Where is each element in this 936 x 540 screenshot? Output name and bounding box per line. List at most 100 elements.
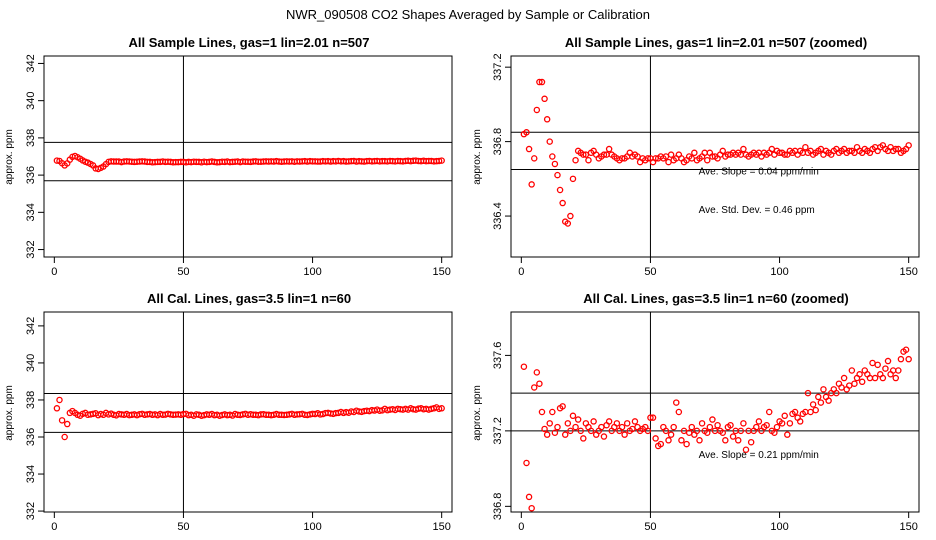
panel-4-data-point — [536, 380, 543, 387]
panel-1-data-point — [435, 157, 443, 165]
panel-4-data-point — [786, 420, 794, 427]
panel-4-data-point — [657, 440, 665, 448]
panel-2-xtick-label: 150 — [899, 266, 917, 278]
panel-3-points — [53, 396, 445, 441]
panel-2-data-point — [525, 145, 533, 153]
panel-4-data-point — [714, 421, 721, 429]
panel-2-data-point — [559, 199, 566, 207]
panel-4-data-point — [895, 367, 902, 374]
panel-4-data-point — [667, 431, 675, 438]
panel-1-ytick-label: 340 — [25, 91, 37, 109]
panel-4-data-point — [848, 367, 856, 374]
panel-2-points — [520, 78, 912, 227]
panel-4-data-point — [704, 429, 711, 437]
panel-4-data-point — [729, 433, 737, 440]
panel-4-ylabel: approx. ppm — [472, 385, 483, 441]
panel-2-data-point — [667, 151, 675, 158]
panel-2-data-point — [781, 151, 788, 158]
panel-4-data-point — [665, 437, 672, 444]
panel-3-data-point — [61, 433, 68, 441]
panel-4-data-point — [569, 412, 577, 420]
panel-4-data-point — [781, 412, 788, 420]
panel-2-data-point — [580, 151, 587, 158]
panel-4-ytick-label: 337.6 — [492, 342, 504, 370]
panel-4-data-point — [719, 429, 726, 437]
panel-2-data-point — [546, 138, 553, 145]
panel-4-data-point — [879, 374, 887, 382]
panel-2-data-point — [691, 149, 698, 157]
panel-2-xtick-label: 50 — [644, 266, 656, 278]
panel-2-data-point — [541, 95, 548, 103]
panel-4-data-point — [580, 435, 587, 442]
panel-3-ytick-label: 342 — [25, 317, 37, 335]
panel-2-data-point — [644, 155, 652, 162]
panel-3-ytick-label: 332 — [25, 502, 37, 520]
panel-4-data-point — [538, 408, 546, 416]
panel-4-data-point — [815, 393, 822, 401]
panel-1-title: All Sample Lines, gas=1 lin=2.01 n=507 — [129, 35, 370, 50]
panel-2-data-point — [530, 155, 538, 162]
panel-4-data-point — [683, 440, 690, 448]
panel-3-xtick-label: 150 — [432, 521, 450, 533]
panel-1-ytick-label: 342 — [25, 54, 37, 72]
panel-4-data-point — [817, 399, 825, 406]
panel-4-plot-area: 0 50 100 150 336.8 337.2 337.6 Ave. Slope = 0.2… — [492, 311, 920, 533]
panel-2-data-point — [605, 145, 613, 153]
panel-2-data-point — [528, 181, 535, 188]
panel-2-plot-area: 0 50 100 150 336.4 336.8 337.2 Ave. Slope = 0.0… — [492, 53, 920, 278]
panel-4-data-point — [765, 408, 773, 416]
panel-4-points — [520, 346, 912, 512]
panel-1-frame — [43, 55, 453, 258]
panel-3-data-point — [435, 405, 443, 413]
panel-3-data-point — [63, 420, 71, 428]
panel-1-ytick-label: 336 — [25, 166, 37, 184]
panel-4-data-point — [549, 408, 556, 416]
panel-2-data-point — [569, 175, 577, 183]
panel-3-xtick-label: 50 — [177, 521, 189, 533]
panel-4-data-point — [647, 414, 654, 421]
panel-2-data-point — [905, 142, 912, 149]
panel-1-data-point — [53, 157, 61, 164]
panel-1-xtick-label: 100 — [303, 266, 321, 278]
panel-2-ylabel: approx. ppm — [472, 129, 483, 185]
panel-4-data-point — [587, 427, 595, 435]
panel-4-data-point — [809, 401, 817, 408]
panel-2-data-point — [567, 212, 574, 220]
panel-2-data-point — [802, 143, 809, 151]
panel-4-xtick-label: 150 — [899, 521, 917, 533]
panel-1-xtick-label: 150 — [432, 266, 450, 278]
panel-1-ylabel: approx. ppm — [4, 129, 15, 185]
panel-4-data-point — [652, 435, 659, 442]
panel-2-ytick-label: 336.8 — [492, 128, 504, 156]
panel-4-data-point — [567, 427, 574, 435]
panel-4-data-point — [851, 380, 858, 387]
panel-4-data-point — [804, 389, 812, 397]
panel-3-ytick-label: 338 — [25, 391, 37, 409]
panel-2-title: All Sample Lines, gas=1 lin=2.01 n=507 (… — [565, 35, 867, 50]
panel-4-data-point — [892, 374, 900, 382]
panel-4-data-point — [747, 438, 755, 446]
panel-2-data-point — [551, 160, 559, 168]
panel-2-data-point — [523, 129, 530, 136]
panel-4-data-point — [559, 403, 566, 410]
panel-4-data-point — [631, 418, 639, 425]
panel-2-data-point — [740, 145, 747, 153]
panel-4-data-point — [820, 386, 827, 393]
panel-4-data-point — [825, 397, 832, 404]
panel-4-annotation: Ave. Slope = 0.21 ppm/min — [699, 450, 819, 461]
panel-4-data-point — [696, 437, 703, 444]
panel-4-data-point — [590, 418, 597, 425]
panel-2-data-point — [536, 78, 543, 86]
panel-3-plot-area: 0 50 100 150 332 334 336 338 340 342 — [25, 311, 453, 533]
panel-2-data-point — [554, 171, 561, 179]
panel-4-data-point — [675, 408, 683, 416]
panel-4-data-point — [858, 378, 866, 386]
panel-4-data-point — [678, 437, 685, 444]
panel-4-data-point — [670, 423, 677, 431]
panel-4-data-point — [520, 363, 528, 370]
panel-4-data-point — [693, 427, 701, 435]
panel-4-title: All Cal. Lines, gas=3.5 lin=1 n=60 (zoom… — [583, 291, 849, 306]
panel-4-data-point — [698, 420, 706, 427]
panel-4-data-point — [742, 446, 750, 453]
panel-4-data-point — [897, 355, 905, 363]
